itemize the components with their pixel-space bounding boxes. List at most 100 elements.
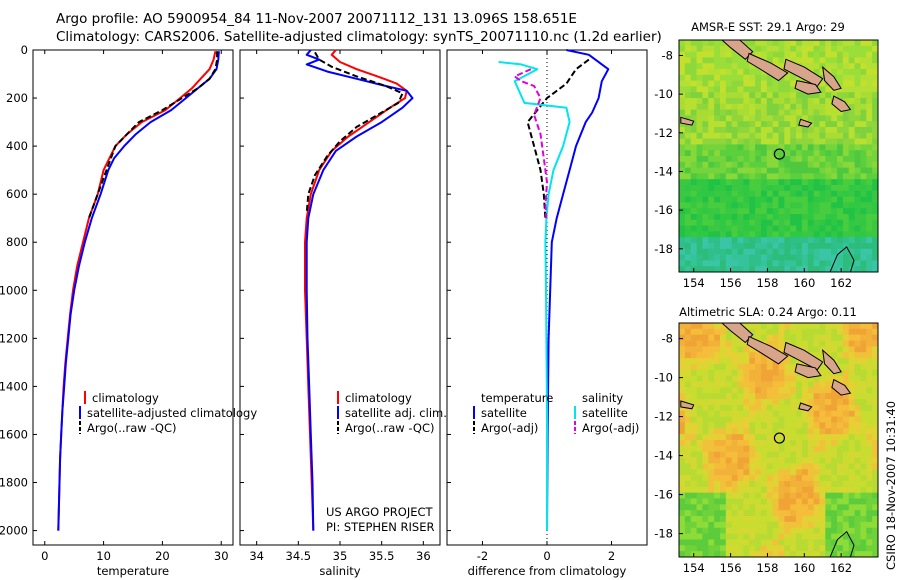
diff-legend-header-temperature: temperature [481, 391, 553, 405]
map-cell [679, 190, 686, 197]
map-cell [801, 63, 809, 70]
map-cell [807, 161, 815, 168]
map-cell [772, 260, 779, 267]
map-cell [854, 434, 861, 441]
map-cell [790, 504, 797, 511]
map-cell [725, 138, 733, 145]
map-cell [708, 504, 715, 511]
map-cell [790, 150, 797, 157]
map-cell [702, 208, 709, 215]
map-cell [755, 457, 762, 464]
map-cell [842, 358, 850, 365]
map-cell [749, 173, 756, 180]
map-cell [848, 69, 855, 76]
y-tick-label: 400 [6, 139, 28, 153]
map-cell [854, 45, 861, 52]
map-cell [778, 323, 785, 330]
map-cell [679, 545, 686, 552]
map-cell [772, 86, 779, 93]
map-cell [755, 445, 762, 453]
map-cell [679, 328, 686, 336]
map-cell [766, 463, 774, 470]
map-cell [801, 416, 809, 423]
map-cell [772, 328, 779, 336]
map-cell [702, 539, 709, 546]
map-cell [842, 428, 850, 435]
map-cell [807, 127, 815, 134]
map-cell [790, 451, 797, 458]
map-cell [860, 248, 867, 255]
map-cell [766, 51, 774, 58]
sal-legend-label-argo: Argo(..raw -QC) [345, 421, 435, 435]
map-cell [778, 463, 785, 470]
map-cell [702, 510, 709, 517]
map-cell [696, 451, 703, 458]
map-cell [796, 243, 803, 250]
map-cell [866, 404, 873, 412]
map-cell [813, 185, 820, 192]
map-cell [801, 340, 809, 347]
map-cell [784, 551, 791, 557]
map-cell [796, 480, 803, 488]
map-cell [801, 167, 809, 174]
map-cell [696, 480, 703, 488]
map-cell [684, 334, 692, 341]
map-cell [848, 190, 855, 197]
map-y-tick-label: -14 [654, 164, 673, 178]
map-cell [719, 225, 727, 232]
map-cell [714, 340, 721, 347]
map-cell [702, 225, 709, 232]
map-cell [790, 475, 797, 482]
map-cell [825, 510, 832, 517]
map-cell [796, 237, 803, 244]
map-cell [690, 45, 697, 52]
map-cell [772, 340, 779, 347]
map-cell [708, 440, 715, 447]
map-cell [842, 521, 850, 529]
map-cell [725, 504, 733, 511]
map-cell [866, 225, 873, 232]
map-cell [807, 480, 815, 488]
map-cell [766, 323, 774, 330]
map-cell [831, 219, 838, 226]
map-cell [819, 248, 826, 255]
map-cell [837, 63, 844, 70]
map-cell [848, 127, 855, 134]
map-cell [848, 254, 855, 261]
map-cell [725, 463, 733, 470]
map-cell [719, 138, 727, 145]
map-cell [872, 358, 878, 365]
map-cell [872, 132, 878, 139]
map-cell [825, 208, 832, 215]
map-cell [737, 219, 744, 226]
map-cell [684, 527, 692, 534]
map-x-tick-label: 156 [720, 561, 742, 575]
map-cell [801, 173, 809, 180]
map-cell [743, 539, 750, 546]
map-y-tick-label: -18 [654, 527, 673, 541]
map-cell [854, 422, 861, 429]
map-cell [831, 103, 838, 110]
map-cell [760, 185, 768, 192]
map-cell [766, 132, 774, 139]
map-cell [819, 434, 826, 441]
map-cell [766, 451, 774, 458]
map-cell [696, 492, 703, 499]
map-cell [755, 260, 762, 267]
map-cell [755, 144, 762, 151]
map-cell [813, 551, 820, 557]
map-cell [772, 214, 779, 221]
map-cell [872, 231, 878, 238]
map-cell [860, 358, 867, 365]
map-cell [719, 381, 727, 388]
map-cell [714, 132, 721, 139]
map-cell [731, 375, 738, 382]
map-cell [719, 551, 727, 557]
map-cell [860, 127, 867, 134]
map-cell [719, 457, 727, 464]
map-cell [755, 504, 762, 511]
map-cell [813, 416, 820, 423]
sla-map [679, 323, 878, 557]
map-cell [866, 237, 873, 244]
map-cell [825, 375, 832, 382]
